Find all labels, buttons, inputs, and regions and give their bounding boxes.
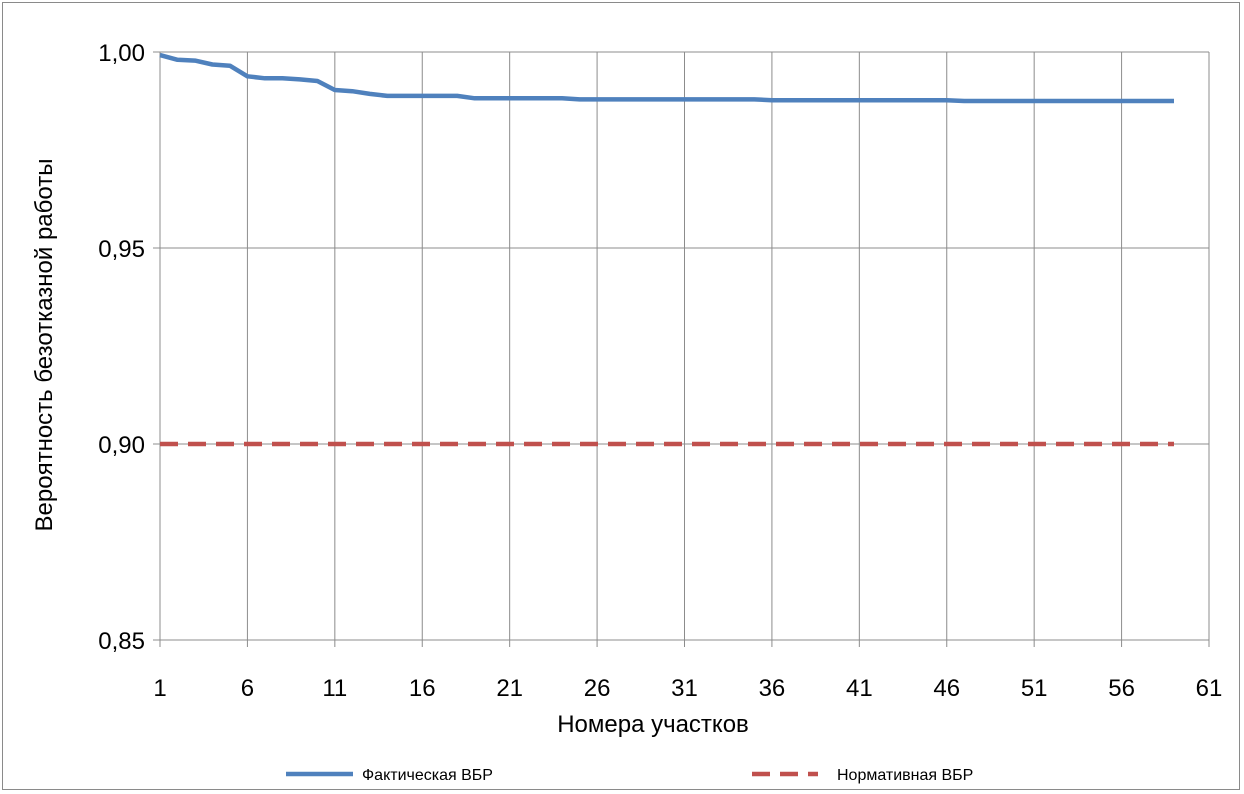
- x-tick-label: 1: [153, 675, 166, 702]
- x-tick-label: 51: [1021, 675, 1048, 702]
- x-tick-label: 11: [322, 675, 347, 702]
- y-tick-labels: 0,85 0,90 0,95 1,00: [98, 40, 145, 655]
- x-tick-label: 16: [409, 675, 436, 702]
- series-layer: [159, 52, 1174, 447]
- legend-label-2: Нормативная ВБР: [837, 767, 973, 784]
- x-tick-label: 21: [496, 675, 523, 702]
- legend-label-1: Фактическая ВБР: [362, 767, 493, 784]
- legend: Фактическая ВБР Нормативная ВБР: [286, 767, 973, 784]
- y-tick-label: 0,90: [98, 432, 145, 459]
- y-tick-label: 1,00: [98, 40, 145, 67]
- grid-lines: [160, 51, 1210, 640]
- x-tick-label: 31: [671, 675, 698, 702]
- x-tick-label: 61: [1196, 675, 1223, 702]
- y-axis-title: Вероятность безотказной работы: [31, 159, 58, 532]
- x-tick-label: 26: [584, 675, 611, 702]
- x-tick-label: 56: [1108, 675, 1135, 702]
- y-tick-label: 0,95: [98, 236, 145, 263]
- axes: [153, 51, 1210, 647]
- x-tick-labels: 1 6 11 16 21 26 31 36 41 46 51 56 61: [153, 675, 1222, 702]
- x-tick-label: 41: [846, 675, 873, 702]
- x-tick-label: 46: [933, 675, 960, 702]
- x-tick-label: 6: [241, 675, 254, 702]
- y-tick-label: 0,85: [98, 628, 145, 655]
- x-axis-title: Номера участков: [557, 711, 749, 738]
- series-line-1: [159, 52, 1174, 104]
- x-tick-label: 36: [759, 675, 786, 702]
